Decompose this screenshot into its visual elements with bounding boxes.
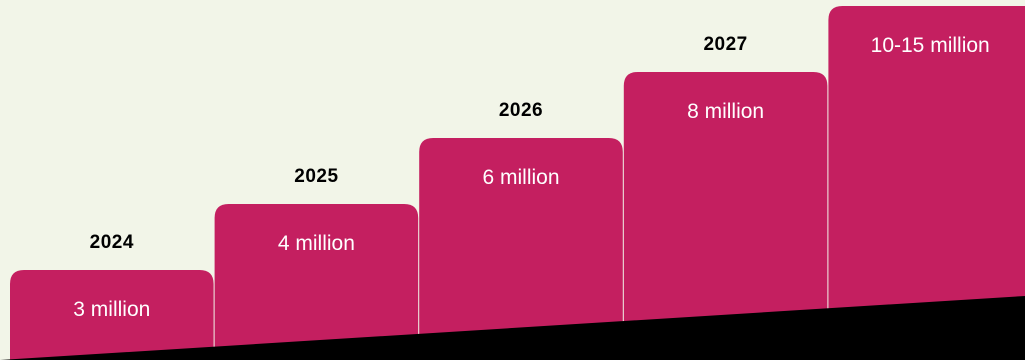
bar-2028 [828,6,1025,360]
labels-layer: 2024 3 million 2025 4 million 2026 6 million 2… [73,34,990,321]
value-label-2026: 6 million [482,166,559,189]
bars-layer [10,6,1025,360]
bar-2025 [214,204,419,360]
bar-2024 [10,270,214,360]
bar-2027 [623,72,828,360]
year-label-2025: 2025 [294,166,338,187]
bar-2026 [419,138,623,360]
value-label-2025: 4 million [278,232,355,255]
year-label-2027: 2027 [703,34,747,55]
value-label-2027: 8 million [687,100,764,123]
year-label-2024: 2024 [90,232,134,253]
value-label-2028: 10-15 million [871,34,990,57]
baseline-wedge [0,296,1025,360]
year-label-2026: 2026 [499,100,543,121]
value-label-2024: 3 million [73,298,150,321]
